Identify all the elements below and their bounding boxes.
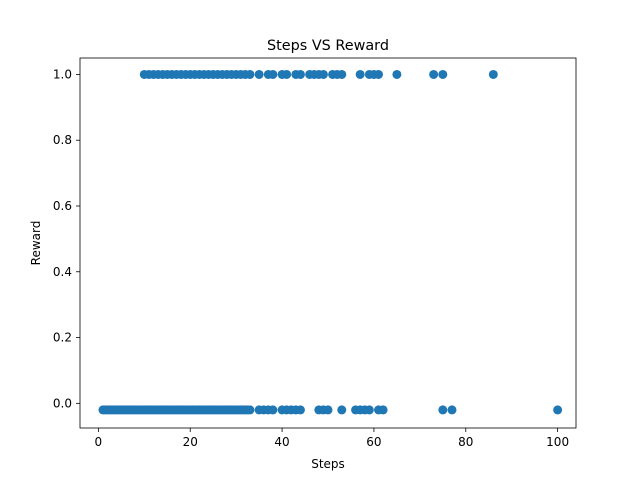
data-point: [245, 69, 255, 79]
data-point: [438, 405, 448, 415]
data-point: [429, 69, 439, 79]
y-tick-label: 0.8: [53, 133, 72, 147]
data-point: [553, 405, 563, 415]
x-tick-label: 100: [546, 435, 569, 449]
data-point: [323, 405, 333, 415]
data-point: [337, 69, 347, 79]
y-tick-label: 0.6: [53, 199, 72, 213]
x-tick-label: 80: [458, 435, 473, 449]
data-point: [268, 405, 278, 415]
data-point: [337, 405, 347, 415]
data-point: [268, 69, 278, 79]
data-point: [355, 69, 365, 79]
x-axis-ticks: 0 20 40 60 80 100: [95, 428, 569, 449]
y-tick-label: 1.0: [53, 67, 72, 81]
x-tick-label: 20: [183, 435, 198, 449]
data-point: [364, 405, 374, 415]
data-point: [295, 405, 305, 415]
y-tick-label: 0.4: [53, 265, 72, 279]
data-point: [374, 69, 384, 79]
data-point: [245, 405, 255, 415]
data-points: [98, 69, 563, 415]
data-point: [488, 69, 498, 79]
y-axis-label: Reward: [29, 221, 43, 266]
y-tick-label: 0.0: [53, 396, 72, 410]
x-tick-label: 40: [274, 435, 289, 449]
plot-frame: [79, 57, 577, 429]
x-axis-label: Steps: [311, 457, 345, 471]
y-axis-ticks: 0.0 0.2 0.4 0.6 0.8 1.0: [53, 67, 80, 410]
data-point: [392, 69, 402, 79]
y-tick-label: 0.2: [53, 331, 72, 345]
data-point: [438, 69, 448, 79]
x-tick-label: 0: [95, 435, 103, 449]
data-point: [295, 69, 305, 79]
data-point: [378, 405, 388, 415]
data-point: [318, 69, 328, 79]
data-point: [447, 405, 457, 415]
data-point: [254, 69, 264, 79]
x-tick-label: 60: [366, 435, 381, 449]
data-point: [282, 69, 292, 79]
chart-title: Steps VS Reward: [267, 38, 389, 54]
